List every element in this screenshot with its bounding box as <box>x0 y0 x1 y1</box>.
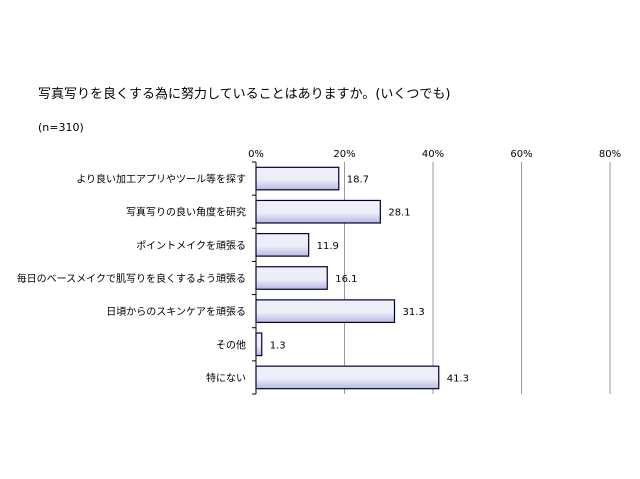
category-label: ポイントメイクを頑張る <box>136 240 246 252</box>
bars <box>255 166 440 390</box>
x-tick-label: 40% <box>422 149 444 160</box>
value-label: 11.9 <box>317 241 339 252</box>
x-tick-label: 0% <box>248 149 264 160</box>
category-label: その他 <box>216 338 246 351</box>
bar <box>255 332 263 357</box>
category-label: より良い加工アプリやツール等を探す <box>76 173 246 186</box>
category-label: 毎日のベースメイクで肌写りを良くするよう頑張る <box>17 272 246 285</box>
bar <box>255 266 328 290</box>
x-tick-label: 20% <box>333 149 355 160</box>
bar <box>255 166 340 191</box>
value-labels: 18.7 28.1 11.9 16.1 31.3 1.3 41.3 <box>270 175 469 385</box>
value-label: 31.3 <box>403 307 425 318</box>
x-tick-label: 60% <box>510 149 532 160</box>
category-label: 日頃からのスキンケアを頑張る <box>106 306 246 318</box>
bar <box>255 232 310 257</box>
value-label: 41.3 <box>447 373 469 384</box>
value-label: 28.1 <box>388 208 410 219</box>
category-labels: より良い加工アプリやツール等を探す写真写りの良い角度を研究ポイントメイクを頑張る… <box>17 173 246 385</box>
value-label: 16.1 <box>335 274 357 285</box>
chart-subtitle: (n=310) <box>38 121 84 134</box>
category-label: 写真写りの良い角度を研究 <box>126 206 246 219</box>
x-tick-label: 80% <box>599 149 621 160</box>
bar <box>255 199 381 224</box>
bar <box>255 365 440 390</box>
bar <box>255 299 396 324</box>
chart-title: 写真写りを良くする為に努力していることはありますか。(いくつでも) <box>38 87 451 102</box>
category-label: 特にない <box>206 372 246 384</box>
value-label: 1.3 <box>270 340 286 351</box>
value-label: 18.7 <box>347 175 369 186</box>
x-tick-labels: 0% 20% 40% 60% 80% <box>248 149 621 160</box>
